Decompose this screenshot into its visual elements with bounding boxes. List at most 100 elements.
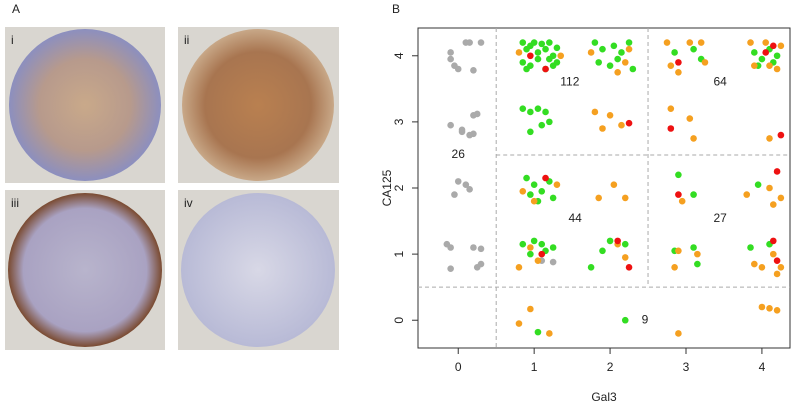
point xyxy=(625,39,633,46)
point xyxy=(751,260,758,268)
panel-label: A xyxy=(12,2,20,16)
point xyxy=(591,39,599,46)
point xyxy=(678,197,686,205)
point xyxy=(466,39,473,46)
point xyxy=(777,194,785,202)
point xyxy=(754,181,762,188)
point xyxy=(515,320,523,327)
point xyxy=(515,49,523,56)
point xyxy=(667,62,675,69)
point xyxy=(663,39,671,46)
point xyxy=(675,59,682,66)
x-tick-label: 1 xyxy=(531,360,538,374)
point xyxy=(625,45,633,53)
point xyxy=(766,62,773,69)
point xyxy=(675,330,682,337)
point xyxy=(686,115,694,122)
point xyxy=(766,135,773,142)
point xyxy=(451,191,458,198)
point xyxy=(675,247,682,255)
point xyxy=(769,42,777,50)
point xyxy=(519,240,527,248)
point xyxy=(747,244,754,251)
point xyxy=(758,303,766,311)
y-tick-label: 4 xyxy=(392,52,406,59)
point xyxy=(534,257,542,265)
count-annotation: 9 xyxy=(642,312,649,326)
point xyxy=(694,250,701,258)
y-tick-label: 2 xyxy=(392,184,406,191)
point xyxy=(758,264,766,271)
point xyxy=(610,181,618,188)
point xyxy=(546,39,553,46)
point xyxy=(527,250,534,258)
point xyxy=(462,181,470,188)
point xyxy=(671,49,678,56)
tissue-core xyxy=(8,193,162,347)
count-annotation: 64 xyxy=(713,74,727,88)
point xyxy=(515,264,523,271)
image-label: ii xyxy=(184,33,189,47)
point xyxy=(690,45,697,53)
point xyxy=(618,49,625,56)
x-axis-label: Gal3 xyxy=(591,390,617,404)
point xyxy=(621,194,629,202)
point xyxy=(606,111,614,119)
point xyxy=(454,65,462,73)
point xyxy=(690,244,697,251)
image-label: i xyxy=(11,33,14,47)
point xyxy=(542,65,549,73)
point xyxy=(542,174,549,182)
point xyxy=(777,42,785,50)
point xyxy=(758,55,766,63)
point xyxy=(553,44,561,52)
point xyxy=(477,245,485,253)
point xyxy=(523,174,530,182)
point xyxy=(538,240,546,248)
point xyxy=(557,52,565,60)
point xyxy=(595,194,602,202)
point xyxy=(530,237,538,245)
y-axis-label: CA125 xyxy=(380,169,394,206)
point xyxy=(777,264,785,271)
point xyxy=(599,125,606,132)
point xyxy=(599,247,606,255)
point xyxy=(769,237,777,245)
x-tick-label: 3 xyxy=(683,360,690,374)
point xyxy=(542,45,549,53)
point xyxy=(618,121,625,129)
point xyxy=(447,265,454,272)
point xyxy=(621,316,629,324)
point xyxy=(671,264,678,271)
point xyxy=(667,125,675,132)
point xyxy=(701,59,709,66)
point xyxy=(538,188,546,195)
point xyxy=(614,237,621,245)
point xyxy=(610,42,618,50)
point xyxy=(614,55,621,63)
point xyxy=(697,39,705,46)
tissue-core xyxy=(9,29,161,181)
point xyxy=(751,49,758,56)
point xyxy=(621,59,629,66)
point xyxy=(534,55,542,63)
point xyxy=(587,264,595,271)
point xyxy=(527,108,534,116)
point xyxy=(747,39,754,46)
point xyxy=(519,39,527,46)
point xyxy=(773,307,781,314)
point xyxy=(553,59,561,66)
point xyxy=(769,250,777,258)
point xyxy=(454,178,462,185)
point xyxy=(527,305,534,313)
point xyxy=(546,118,553,126)
point xyxy=(542,108,549,116)
point xyxy=(625,264,633,271)
point xyxy=(686,39,694,46)
point xyxy=(527,128,534,136)
point xyxy=(773,257,781,265)
point xyxy=(530,39,538,46)
y-tick-label: 3 xyxy=(392,118,406,125)
point xyxy=(694,260,701,268)
